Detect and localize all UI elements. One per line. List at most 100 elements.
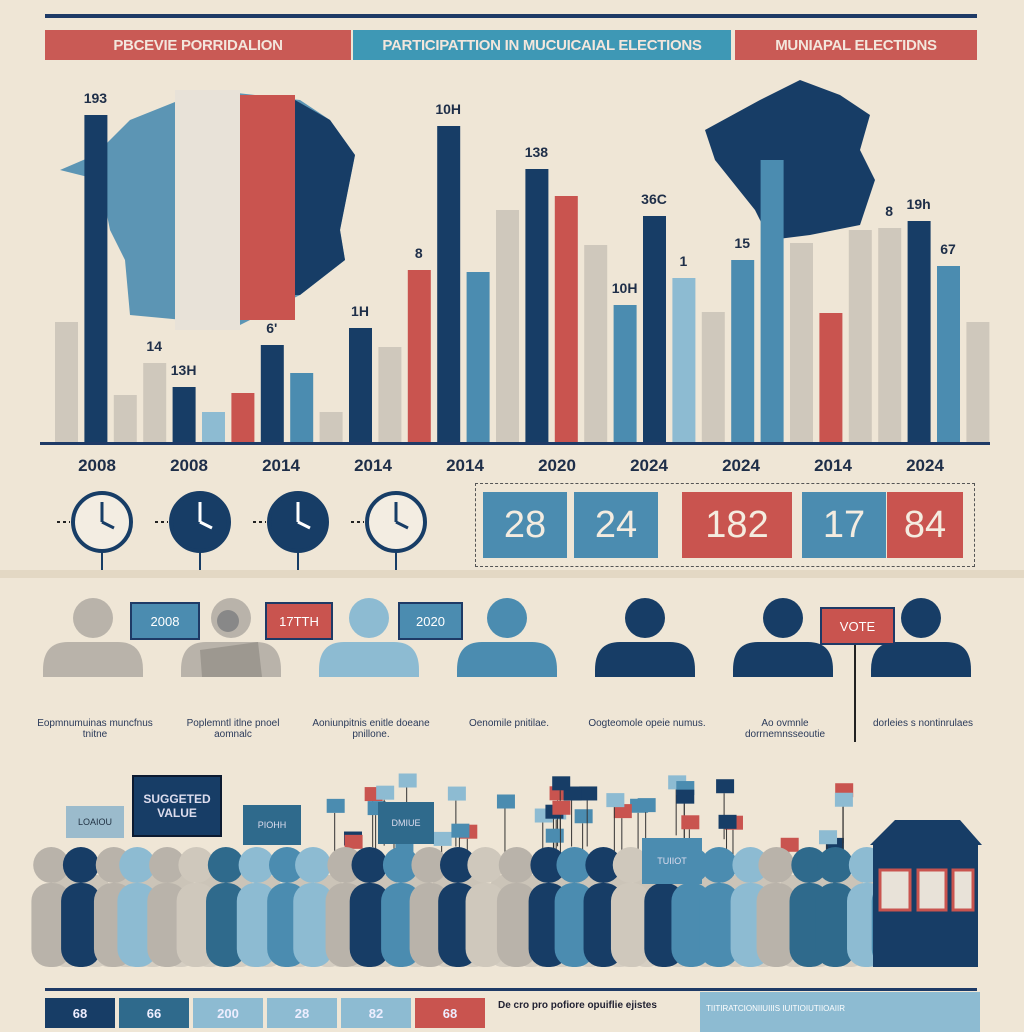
value-label: 193 — [84, 90, 108, 106]
stat-box: 84 — [887, 492, 963, 558]
person-icon — [871, 598, 971, 677]
bar — [760, 160, 784, 443]
bar — [202, 412, 225, 443]
protest-sign — [780, 837, 799, 852]
protest-sign — [637, 798, 656, 813]
person-icon — [595, 598, 695, 677]
crowd-person — [465, 847, 506, 967]
bar — [55, 322, 78, 443]
protest-sign — [681, 815, 700, 830]
sign: PIOHH — [243, 805, 301, 845]
bottom-stat-box: 200 — [193, 998, 263, 1028]
x-tick-label: 2024 — [906, 456, 944, 475]
value-label: 6' — [266, 320, 277, 336]
person-icon — [43, 598, 143, 677]
value-label: 13H — [171, 362, 197, 378]
protest-sign — [496, 794, 515, 809]
bar — [731, 260, 755, 443]
stat-box: 17 — [802, 492, 886, 558]
bar — [319, 412, 343, 443]
value-label: 15 — [734, 235, 750, 251]
clock-timeline — [57, 491, 427, 578]
crowd-person — [206, 847, 246, 967]
x-tick-label: 2020 — [538, 456, 576, 475]
bottom-stat-box: 28 — [267, 998, 337, 1028]
value-label: 10H — [612, 280, 638, 296]
header-center-title: PARTICIPATTION IN MUCUICAIAL ELECTIONS — [353, 30, 731, 60]
bar — [525, 169, 549, 443]
bottom-stat-box: 66 — [119, 998, 189, 1028]
bar — [407, 270, 431, 443]
person-caption: Oenomile pnitilae. — [468, 718, 550, 729]
crowd-person — [236, 847, 277, 967]
protest-sign — [344, 834, 363, 849]
person-caption: Eopmnumuinas muncfnus tnitne — [37, 718, 153, 740]
value-label: 14 — [146, 338, 162, 354]
value-label: 138 — [525, 144, 549, 160]
value-label: 19h — [907, 196, 931, 212]
value-label: 8 — [885, 203, 893, 219]
bar — [172, 387, 196, 443]
x-tick-label: 2014 — [814, 456, 852, 475]
bar — [643, 216, 666, 443]
x-tick-label: 2008 — [78, 456, 116, 475]
person-caption: dorleies s nontinrulaes — [872, 718, 974, 729]
france-map-right — [705, 80, 875, 240]
value-label: 36C — [641, 191, 667, 207]
bar — [878, 228, 902, 443]
protest-sign — [398, 773, 417, 788]
protest-sign — [574, 809, 593, 824]
bottom-stat-box: 68 — [45, 998, 115, 1028]
sign: LOAIOU — [66, 806, 124, 838]
crowd-person — [496, 847, 537, 967]
person-icon — [457, 598, 557, 677]
protest-sign — [716, 779, 735, 794]
protest-sign — [451, 823, 470, 838]
bar — [819, 313, 843, 443]
person-caption: Aoniunpitnis enitle doeane pnillone. — [312, 718, 430, 740]
protest-sign — [376, 785, 395, 800]
value-label: 8 — [415, 245, 423, 261]
protest-sign — [447, 786, 466, 801]
crowd-person — [756, 847, 797, 967]
bar — [378, 347, 402, 443]
bottom-stat-box: 82 — [341, 998, 411, 1028]
crowd-person — [815, 847, 856, 967]
bar — [113, 395, 137, 443]
clock-icon — [155, 491, 231, 578]
x-tick-label: 2024 — [722, 456, 760, 475]
value-label: 1 — [680, 253, 688, 269]
protest-sign — [613, 804, 632, 819]
stat-box: 24 — [574, 492, 658, 558]
crowd-person — [293, 847, 333, 967]
bar-chart: 193 14 13H 6' 1H 8 10H 138 10H 36C 1 15 8 19h 67 — [55, 80, 990, 443]
x-tick-label: 2014 — [262, 456, 300, 475]
protest-sign — [834, 792, 853, 807]
bar — [701, 312, 725, 443]
sign: TUIIOT — [642, 838, 702, 884]
crowd-person — [699, 847, 739, 967]
x-tick-label: 2024 — [630, 456, 668, 475]
person-icon — [319, 598, 419, 677]
tag-vote: VOTE — [820, 607, 895, 645]
value-label: 67 — [940, 241, 956, 257]
stat-box: 182 — [682, 492, 792, 558]
bar — [496, 210, 519, 443]
person-caption: Oogteomole opeie numus. — [588, 718, 706, 729]
bar — [554, 196, 578, 443]
clock-icon — [351, 491, 427, 578]
bar — [584, 245, 608, 443]
tag-17th: 17TTH — [265, 602, 333, 640]
crowd-person — [349, 847, 390, 967]
x-tick-label: 2014 — [354, 456, 392, 475]
header-left: PBCEVIE PORRIDALION — [45, 30, 351, 60]
protest-sign — [552, 800, 571, 815]
protest-sign — [819, 830, 838, 845]
value-label: 1H — [351, 303, 369, 319]
crowd-person — [61, 847, 101, 967]
person-caption: Ao ovmnle dorrnemnsseoutie — [744, 718, 826, 740]
x-tick-label: 2008 — [170, 456, 208, 475]
bar — [966, 322, 990, 443]
bar — [260, 345, 284, 443]
stats-frame — [475, 483, 975, 567]
